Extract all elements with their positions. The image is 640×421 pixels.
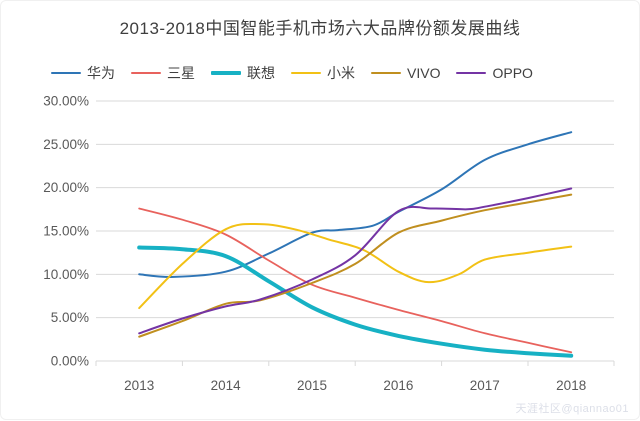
legend: 华为 三星 联想 小米 VIVO OPPO (51, 63, 625, 83)
y-axis-tick-label: 20.00% (43, 180, 89, 195)
y-axis: 30.00% 25.00% 20.00% 15.00% 10.00% 5.00%… (43, 94, 89, 369)
legend-line-swatch-huawei (51, 72, 81, 74)
watermark: 天涯社区@qiannao01 (515, 403, 629, 415)
legend-label-huawei: 华为 (87, 65, 115, 81)
series-line-lenovo (137, 245, 574, 358)
legend-label-oppo: OPPO (492, 65, 533, 81)
legend-line-swatch-xiaomi (291, 72, 321, 74)
legend-item-vivo: VIVO (371, 65, 440, 81)
x-axis-tick-label: 2014 (211, 378, 242, 393)
legend-item-oppo: OPPO (456, 65, 533, 81)
series-line-samsung (138, 207, 573, 354)
series-line-oppo (138, 187, 573, 335)
legend-item-huawei: 华为 (51, 63, 115, 83)
legend-line-swatch-samsung (131, 72, 161, 74)
legend-label-vivo: VIVO (407, 65, 441, 81)
y-axis-tick-label: 25.00% (43, 137, 89, 152)
y-axis-tick-label: 10.00% (43, 267, 89, 282)
y-axis-tick-label: 0.00% (51, 354, 89, 369)
y-axis-tick-label: 30.00% (43, 94, 89, 109)
chart-title: 2013-2018中国智能手机市场六大品牌份额发展曲线 (119, 19, 521, 38)
legend-item-samsung: 三星 (131, 63, 195, 83)
x-axis-ticks (95, 361, 615, 366)
y-axis-tick-label: 5.00% (51, 310, 89, 325)
legend-item-xiaomi: 小米 (291, 63, 355, 83)
x-axis-tick-label: 2013 (124, 378, 154, 393)
x-axis: 2013 2014 2015 2016 2017 2018 (124, 378, 586, 393)
legend-line-swatch-oppo (456, 72, 487, 74)
x-axis-tick-label: 2015 (297, 378, 327, 393)
series-lines (137, 131, 574, 358)
legend-label-xiaomi: 小米 (327, 65, 355, 81)
legend-label-samsung: 三星 (167, 65, 195, 81)
x-axis-tick-label: 2016 (383, 378, 413, 393)
legend-item-lenovo: 联想 (211, 63, 275, 83)
series-line-vivo (138, 193, 573, 338)
legend-line-swatch-lenovo (211, 71, 241, 75)
x-axis-tick-label: 2018 (556, 378, 586, 393)
series-line-xiaomi (138, 222, 573, 310)
series-line-huawei (138, 131, 573, 278)
x-axis-tick-label: 2017 (470, 378, 500, 393)
legend-label-lenovo: 联想 (247, 65, 275, 81)
legend-line-swatch-vivo (371, 72, 401, 74)
y-axis-tick-label: 15.00% (43, 224, 89, 239)
